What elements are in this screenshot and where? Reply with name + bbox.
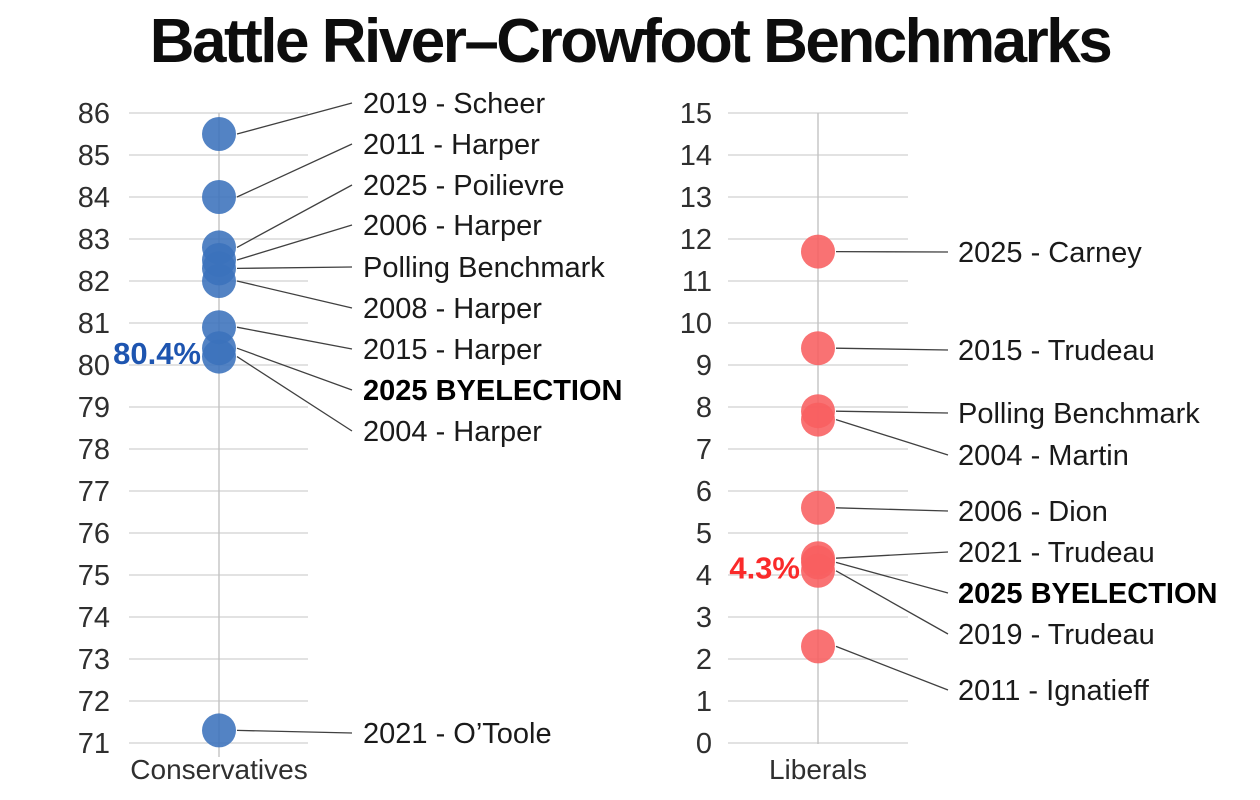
y-tick-label: 77 (78, 476, 110, 508)
byelection-annotation: 4.3% (729, 550, 800, 585)
y-tick-label: 75 (78, 560, 110, 592)
point-label: 2006 - Harper (363, 210, 542, 242)
chart-panel-conservatives: 71 72 73 74 75 76 77 78 79 80 81 82 83 84 85 86 2019 - S… (78, 88, 623, 785)
y-tick-label: 81 (78, 308, 110, 340)
leader-line (835, 551, 949, 559)
data-point-dot (801, 402, 835, 437)
data-point-dot (801, 629, 835, 664)
data-point-dot (202, 180, 236, 214)
y-tick-label: 2 (696, 644, 712, 676)
leader-line (236, 224, 353, 261)
data-point-dot (801, 553, 835, 588)
data-point-dot (202, 713, 236, 748)
point-label: 2004 - Martin (958, 440, 1129, 472)
leader-line (835, 507, 949, 512)
point-label: 2025 - Carney (958, 237, 1142, 269)
y-tick-label: 0 (696, 728, 712, 760)
leader-line (236, 280, 353, 309)
point-label: 2015 - Trudeau (958, 335, 1155, 367)
y-tick-label: 78 (78, 434, 110, 466)
y-tick-label: 7 (696, 434, 712, 466)
y-tick-label: 82 (78, 266, 110, 298)
leader-line (236, 102, 353, 135)
point-label: 2021 - O’Toole (363, 718, 552, 750)
data-point-dot (801, 331, 835, 366)
leader-line (835, 418, 949, 456)
point-label: 2011 - Ignatieff (958, 675, 1150, 707)
leader-line (236, 143, 353, 198)
y-tick-label: 74 (78, 602, 110, 634)
data-point-dot (801, 490, 835, 525)
y-tick-label: 11 (682, 266, 712, 298)
x-axis-label: Liberals (769, 754, 867, 785)
y-tick-label: 79 (78, 392, 110, 424)
x-axis-label: Conservatives (130, 754, 307, 785)
y-tick-label: 1 (696, 686, 712, 718)
point-label: 2011 - Harper (363, 129, 540, 161)
y-tick-label: 5 (696, 518, 712, 550)
y-tick-label: 10 (680, 308, 712, 340)
y-tick-label: 12 (680, 224, 712, 256)
leader-line (236, 326, 353, 350)
leader-line (835, 347, 949, 351)
data-point-dot (202, 117, 236, 151)
point-label: 2025 - Poilievre (363, 170, 565, 202)
y-tick-label: 83 (78, 224, 110, 256)
point-label: 2015 - Harper (363, 334, 542, 366)
leader-line (835, 561, 949, 594)
leader-line (236, 266, 353, 270)
leader-line (835, 570, 949, 635)
y-tick-label: 6 (696, 476, 712, 508)
y-tick-label: 9 (696, 350, 712, 382)
data-point-dot (202, 339, 236, 374)
page-title: Battle River–Crowfoot Benchmarks (149, 7, 1113, 76)
point-label: 2019 - Trudeau (958, 619, 1155, 651)
y-tick-label: 76 (78, 518, 110, 550)
leader-line (236, 729, 353, 734)
y-tick-label: 15 (680, 98, 712, 130)
point-label: Polling Benchmark (958, 398, 1200, 430)
point-label: 2019 - Scheer (363, 88, 546, 120)
y-tick-label: 8 (696, 392, 712, 424)
leader-line (236, 184, 353, 248)
leader-line (835, 645, 949, 691)
byelection-annotation: 80.4% (113, 336, 201, 371)
y-tick-label: 13 (680, 182, 712, 214)
y-tick-label: 3 (696, 602, 712, 634)
point-label: 2006 - Dion (958, 496, 1108, 528)
point-label: 2008 - Harper (363, 293, 542, 325)
data-point-dot (801, 234, 835, 269)
y-tick-label: 72 (78, 686, 110, 718)
y-tick-label: 84 (78, 182, 110, 214)
data-point-dot (202, 264, 236, 298)
point-label: 2025 BYELECTION (363, 375, 622, 407)
y-tick-label: 73 (78, 644, 110, 676)
y-tick-label: 14 (680, 140, 712, 172)
point-label: 2004 - Harper (363, 416, 542, 448)
point-label: 2025 BYELECTION (958, 578, 1217, 610)
y-tick-label: 86 (78, 98, 110, 130)
y-tick-label: 80 (78, 350, 110, 382)
point-label: 2021 - Trudeau (958, 537, 1155, 569)
y-tick-label: 71 (78, 728, 110, 760)
y-tick-label: 4 (696, 560, 712, 592)
leader-line (236, 347, 353, 391)
leader-line (236, 356, 353, 432)
y-tick-label: 85 (78, 140, 110, 172)
leader-line (835, 410, 949, 414)
point-label: Polling Benchmark (363, 252, 605, 284)
